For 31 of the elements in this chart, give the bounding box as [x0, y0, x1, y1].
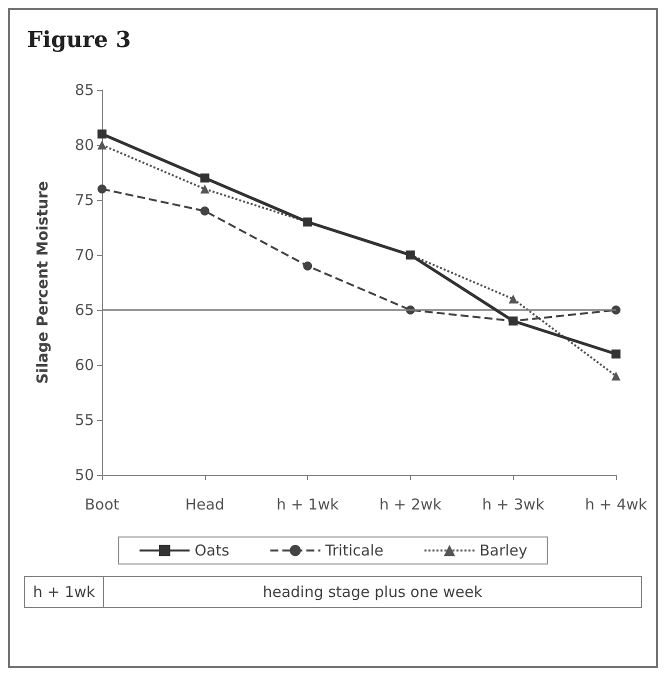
x-tick-label: Boot — [84, 496, 120, 514]
y-tick-label: 75 — [74, 191, 94, 209]
point — [98, 184, 106, 194]
text: heading stage plus one week — [103, 577, 641, 607]
x-tick-label: h + 1wk — [276, 496, 339, 514]
legend-label: Barley — [479, 542, 528, 560]
y-tick-label: 50 — [74, 466, 94, 484]
point — [508, 294, 518, 304]
y-tick-label: 55 — [74, 411, 94, 429]
legend-label: Oats — [194, 542, 230, 560]
y-axis-title: Silage Percent Moisture — [34, 181, 52, 384]
x-tick-label: h + 3wk — [482, 496, 545, 514]
y-tick-label: 60 — [74, 356, 94, 374]
point — [98, 140, 106, 150]
x-tick-label: h + 2wk — [379, 496, 442, 514]
y-tick-label: 85 — [74, 81, 94, 99]
point — [612, 372, 620, 380]
point — [303, 262, 312, 270]
y-tick-label: 65 — [74, 301, 94, 319]
point — [612, 350, 620, 358]
y-tick-label: 80 — [74, 136, 94, 154]
point — [200, 206, 210, 216]
chart-title: Figure 3 — [27, 27, 131, 53]
point — [200, 184, 210, 194]
y-tick-label: 70 — [74, 246, 94, 264]
x-tick-label: h + 4wk — [584, 496, 648, 514]
x-tick-label: Head — [185, 496, 224, 514]
point — [200, 174, 210, 182]
legend-label: Triticale — [324, 542, 384, 560]
point — [98, 130, 106, 138]
text: h + 1wk — [32, 582, 96, 603]
